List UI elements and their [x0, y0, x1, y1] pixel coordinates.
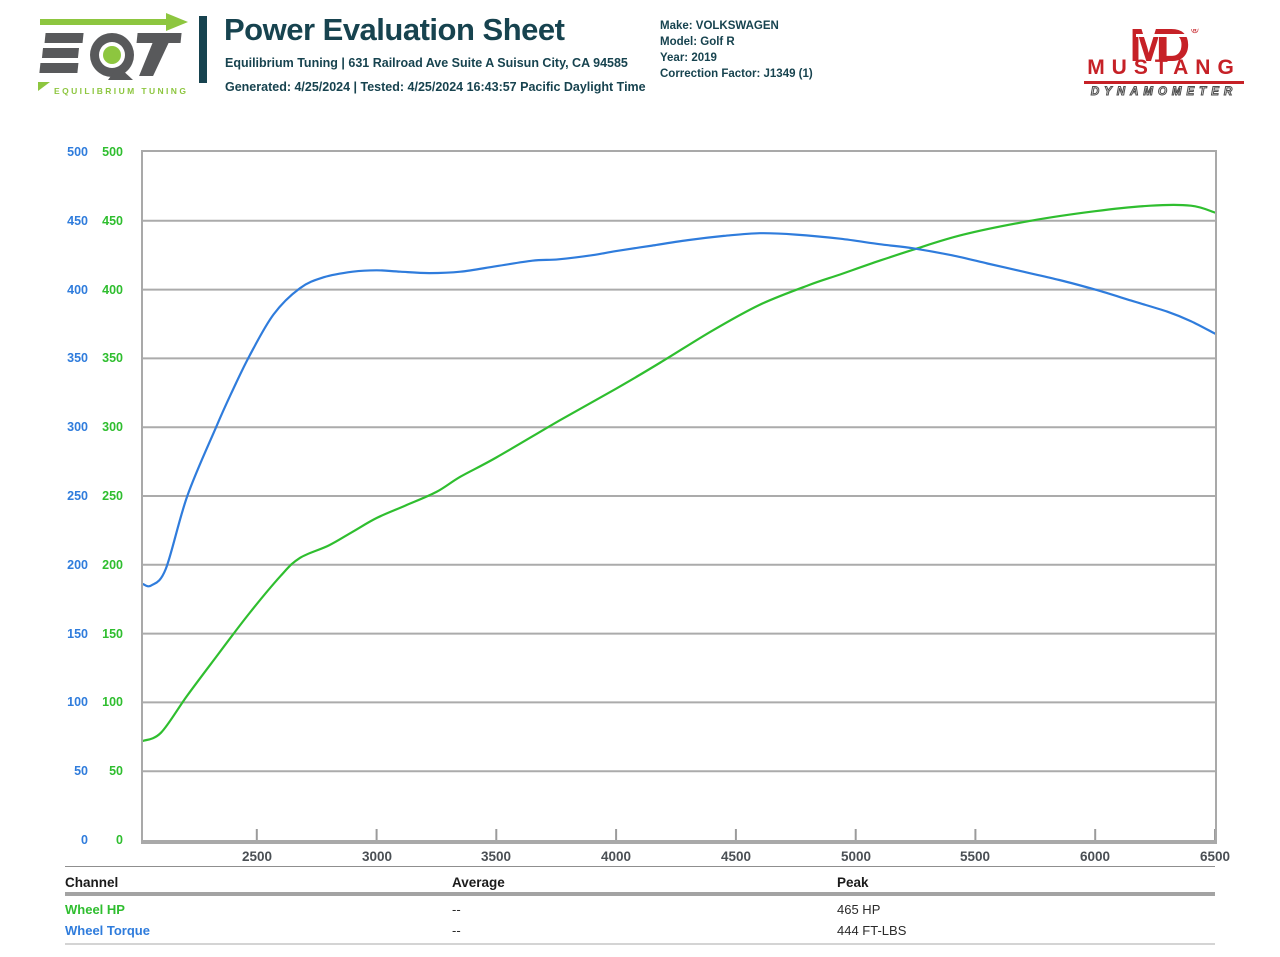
dynamometer-wordmark: DYNAMOMETER [1090, 86, 1238, 99]
channel-average: -- [452, 902, 461, 917]
y-axis-label-torque-100: 100 [67, 695, 88, 709]
column-header-peak: Peak [837, 875, 869, 890]
eqt-arrow-shaft [40, 19, 166, 25]
channel-peak: 444 FT-LBS [837, 923, 907, 938]
column-header-average: Average [452, 875, 505, 890]
mustang-wordmark: MUSTANG [1087, 56, 1241, 79]
eqt-arrow-head [166, 13, 188, 31]
eqt-q-tail [108, 66, 133, 80]
table-top-rule [65, 866, 1215, 867]
eqt-letters [39, 33, 182, 76]
generated-tested-line: Generated: 4/25/2024 | Tested: 4/25/2024… [225, 80, 646, 94]
correction-factor: Correction Factor: J1349 (1) [660, 68, 813, 80]
y-axis-label-torque-50: 50 [74, 764, 88, 778]
table-header-rule [65, 892, 1215, 896]
y-axis-label-hp-300: 300 [102, 420, 123, 434]
x-axis-label-4500: 4500 [720, 849, 752, 864]
y-axis-label-torque-200: 200 [67, 558, 88, 572]
column-header-channel: Channel [65, 875, 119, 890]
dyno-chart-plot-area [141, 150, 1217, 844]
x-axis-label-6000: 6000 [1079, 849, 1111, 864]
wheel-hp-curve [143, 203, 1215, 742]
channel-name: Wheel Torque [65, 923, 150, 938]
y-axis-label-hp-400: 400 [102, 283, 123, 297]
y-axis-label-torque-250: 250 [67, 489, 88, 503]
y-axis-label-hp-200: 200 [102, 558, 123, 572]
company-address: Equilibrium Tuning | 631 Railroad Ave Su… [225, 56, 628, 70]
y-axis-label-hp-250: 250 [102, 489, 123, 503]
vehicle-info: Make: VOLKSWAGEN Model: Golf R Year: 201… [660, 18, 813, 82]
x-axis-label-3000: 3000 [361, 849, 393, 864]
mustang-dynamometer-logo: MD ® MUSTANG DYNAMOMETER [1078, 6, 1250, 99]
eqt-logo-mark: EQUILIBRIUM TUNING [38, 13, 188, 96]
channel-average: -- [452, 923, 461, 938]
title-divider-bar [199, 16, 207, 83]
y-axis-label-hp-100: 100 [102, 695, 123, 709]
mustang-underline [1084, 81, 1244, 84]
x-axis-label-5000: 5000 [840, 849, 872, 864]
vehicle-year: Year: 2019 [660, 52, 717, 64]
eqt-logo: EQUILIBRIUM TUNING [30, 10, 192, 102]
y-axis-label-hp-150: 150 [102, 627, 123, 641]
eqt-tagline: EQUILIBRIUM TUNING [54, 86, 188, 96]
y-axis-label-torque-500: 500 [67, 145, 88, 159]
vehicle-model: Model: Golf R [660, 36, 735, 48]
md-monogram: MD ® [1129, 19, 1199, 71]
y-axis-label-torque-350: 350 [67, 351, 88, 365]
registered-mark: ® [1191, 25, 1199, 36]
vehicle-make: Make: VOLKSWAGEN [660, 20, 779, 32]
y-axis-label-torque-150: 150 [67, 627, 88, 641]
y-axis-label-hp-350: 350 [102, 351, 123, 365]
y-axis-label-torque-300: 300 [67, 420, 88, 434]
y-axis-label-hp-50: 50 [109, 764, 123, 778]
wheel-torque-curve [143, 232, 1215, 588]
y-axis-label-hp-500: 500 [102, 145, 123, 159]
channel-name: Wheel HP [65, 902, 125, 917]
y-axis-label-hp-0: 0 [116, 833, 123, 847]
x-axis-label-4000: 4000 [600, 849, 632, 864]
y-axis-label-hp-450: 450 [102, 214, 123, 228]
x-axis-label-3500: 3500 [480, 849, 512, 864]
eqt-q-dot [103, 46, 121, 64]
y-axis-label-torque-400: 400 [67, 283, 88, 297]
x-axis-label-2500: 2500 [241, 849, 273, 864]
page-title: Power Evaluation Sheet [224, 12, 565, 47]
channel-peak: 465 HP [837, 902, 881, 917]
x-axis-label-5500: 5500 [959, 849, 991, 864]
eqt-tagline-triangle [38, 82, 50, 91]
y-axis-label-torque-450: 450 [67, 214, 88, 228]
dyno-chart [143, 203, 1215, 840]
table-bottom-rule [65, 943, 1215, 945]
y-axis-label-torque-0: 0 [81, 833, 88, 847]
x-axis-label-6500: 6500 [1199, 849, 1231, 864]
